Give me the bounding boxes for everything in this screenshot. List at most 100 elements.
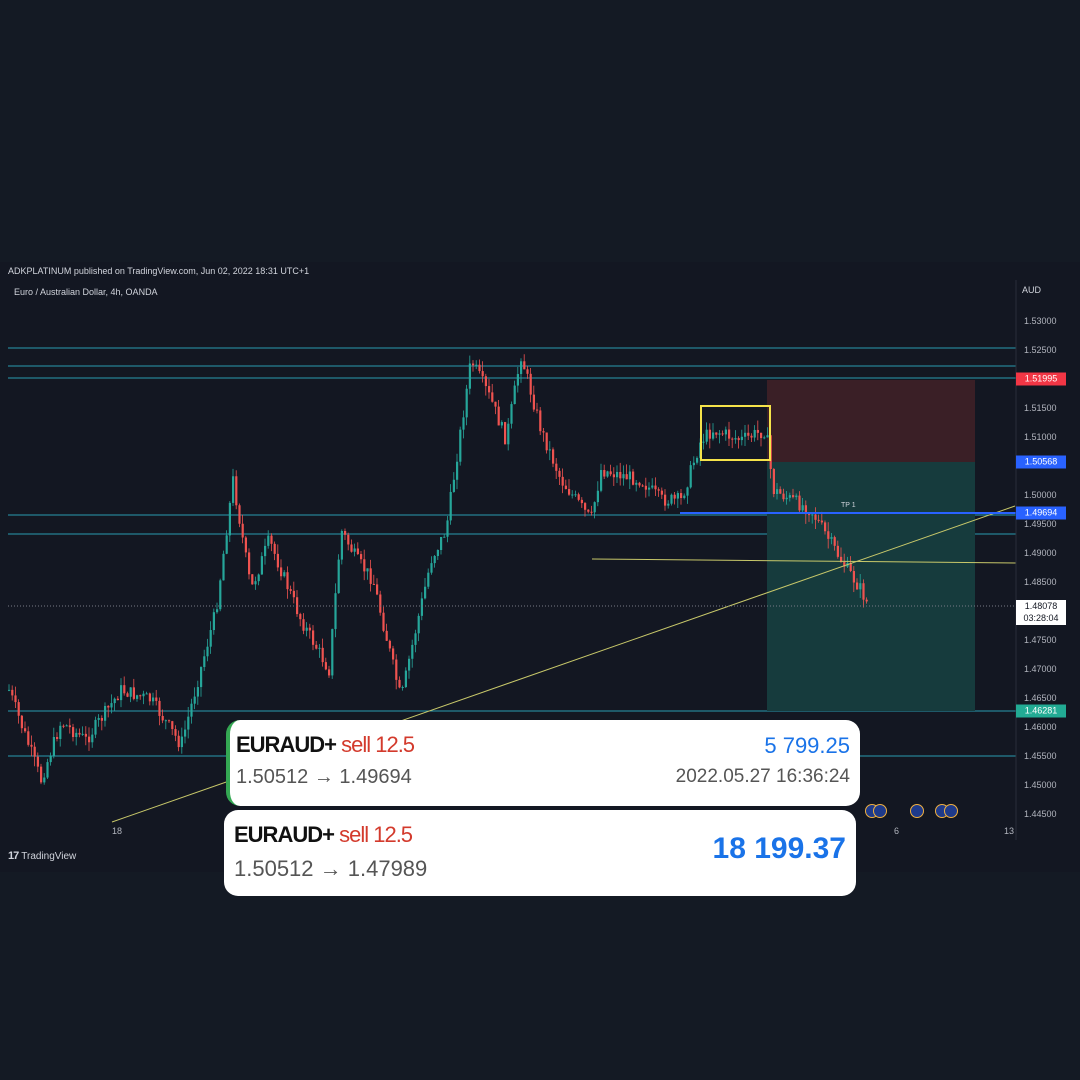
candle-body <box>827 531 830 539</box>
candle-body <box>318 647 321 649</box>
candle-body <box>788 495 791 498</box>
countdown: 03:28:04 <box>1023 613 1059 623</box>
candle-body <box>532 394 535 410</box>
candle-body <box>520 361 523 375</box>
candle-body <box>843 562 846 567</box>
candle-body <box>462 417 465 430</box>
candle-body <box>68 725 71 728</box>
candle-body <box>523 361 526 370</box>
candle-body <box>264 545 267 557</box>
candle-body <box>376 584 379 595</box>
candle-body <box>676 493 679 499</box>
candle-body <box>251 574 254 585</box>
candle-body <box>580 499 583 504</box>
candle-body <box>865 599 868 602</box>
candle-body <box>59 725 62 739</box>
price-tick: 1.49500 <box>1024 519 1057 529</box>
candle-body <box>94 719 97 735</box>
candle-body <box>622 474 625 479</box>
trade-symbol: EURAUD+ sell 12.5 <box>236 732 415 757</box>
candle-body <box>776 489 779 495</box>
candle-body <box>465 388 468 418</box>
candle-body <box>488 386 491 393</box>
candle-body <box>779 489 782 494</box>
candle-body <box>340 530 343 560</box>
candle-body <box>356 548 359 555</box>
trade-card[interactable]: EURAUD+ sell 12.5 1.50512 → 1.49694 5 79… <box>226 720 860 806</box>
candle-body <box>692 462 695 466</box>
candle-body <box>20 715 23 729</box>
candle-body <box>145 693 148 695</box>
candle-body <box>670 494 673 504</box>
candle-body <box>468 363 471 389</box>
price-tick: 1.47000 <box>1024 664 1057 674</box>
candle-body <box>472 363 475 366</box>
candle-body <box>513 385 516 405</box>
symbol-title: Euro / Australian Dollar, 4h, OANDA <box>14 287 158 297</box>
candle-body <box>756 429 759 433</box>
candle-body <box>289 589 292 591</box>
candle-body <box>158 700 161 716</box>
candle-body <box>43 777 46 783</box>
candle-body <box>84 733 87 737</box>
candle-body <box>750 435 753 438</box>
candle-body <box>564 485 567 490</box>
candle-body <box>500 422 503 426</box>
candle-body <box>196 687 199 697</box>
tradingview-logo-icon: 17 <box>8 850 19 862</box>
candle-body <box>539 410 542 432</box>
candle-body <box>497 406 500 426</box>
candle-body <box>225 535 228 554</box>
candle-body <box>382 612 385 631</box>
take-profit-zone <box>767 462 975 711</box>
candle-body <box>648 487 651 490</box>
candle-body <box>491 392 494 402</box>
candle-body <box>459 429 462 462</box>
candle-body <box>142 693 145 697</box>
trade-card[interactable]: EURAUD+ sell 12.5 1.50512 → 1.47989 18 1… <box>224 810 856 896</box>
candle-body <box>728 429 731 439</box>
candle-body <box>772 469 775 495</box>
candle-body <box>363 559 366 572</box>
candle-body <box>152 697 155 702</box>
candle-body <box>824 522 827 532</box>
candle-body <box>36 756 39 767</box>
candle-body <box>510 404 513 424</box>
current-price: 1.48078 <box>1024 601 1058 611</box>
candle-body <box>65 725 68 727</box>
candle-body <box>571 494 574 496</box>
candle-body <box>753 429 756 438</box>
candle-body <box>849 562 852 572</box>
candle-body <box>344 530 347 535</box>
candle-body <box>148 693 151 702</box>
candle-body <box>574 494 577 496</box>
price-tick: 1.46000 <box>1024 722 1057 732</box>
candle-body <box>747 432 750 436</box>
candle-body <box>193 696 196 704</box>
candle-body <box>395 659 398 680</box>
stop-loss-zone <box>767 380 975 462</box>
candle-body <box>91 734 94 743</box>
event-flag-icon[interactable] <box>910 804 924 818</box>
candle-body <box>129 687 132 697</box>
candle-body <box>552 449 555 464</box>
tradingview-logo[interactable]: 17 TradingView <box>8 850 76 862</box>
candle-body <box>388 640 391 649</box>
event-flag-icon[interactable] <box>944 804 958 818</box>
candle-body <box>494 401 497 407</box>
trade-side: sell 12.5 <box>339 822 413 847</box>
candle-body <box>795 495 798 498</box>
candle-body <box>104 705 107 721</box>
candle-body <box>347 534 350 545</box>
candle-body <box>760 432 763 439</box>
time-tick: 13 <box>1004 826 1015 836</box>
candle-body <box>593 502 596 513</box>
event-flag-icon[interactable] <box>873 804 887 818</box>
candle-body <box>619 471 622 479</box>
candle-body <box>475 364 478 366</box>
candle-body <box>206 646 209 657</box>
trade-profit: 18 199.37 <box>712 832 846 865</box>
candle-body <box>81 733 84 735</box>
candle-body <box>241 523 244 538</box>
